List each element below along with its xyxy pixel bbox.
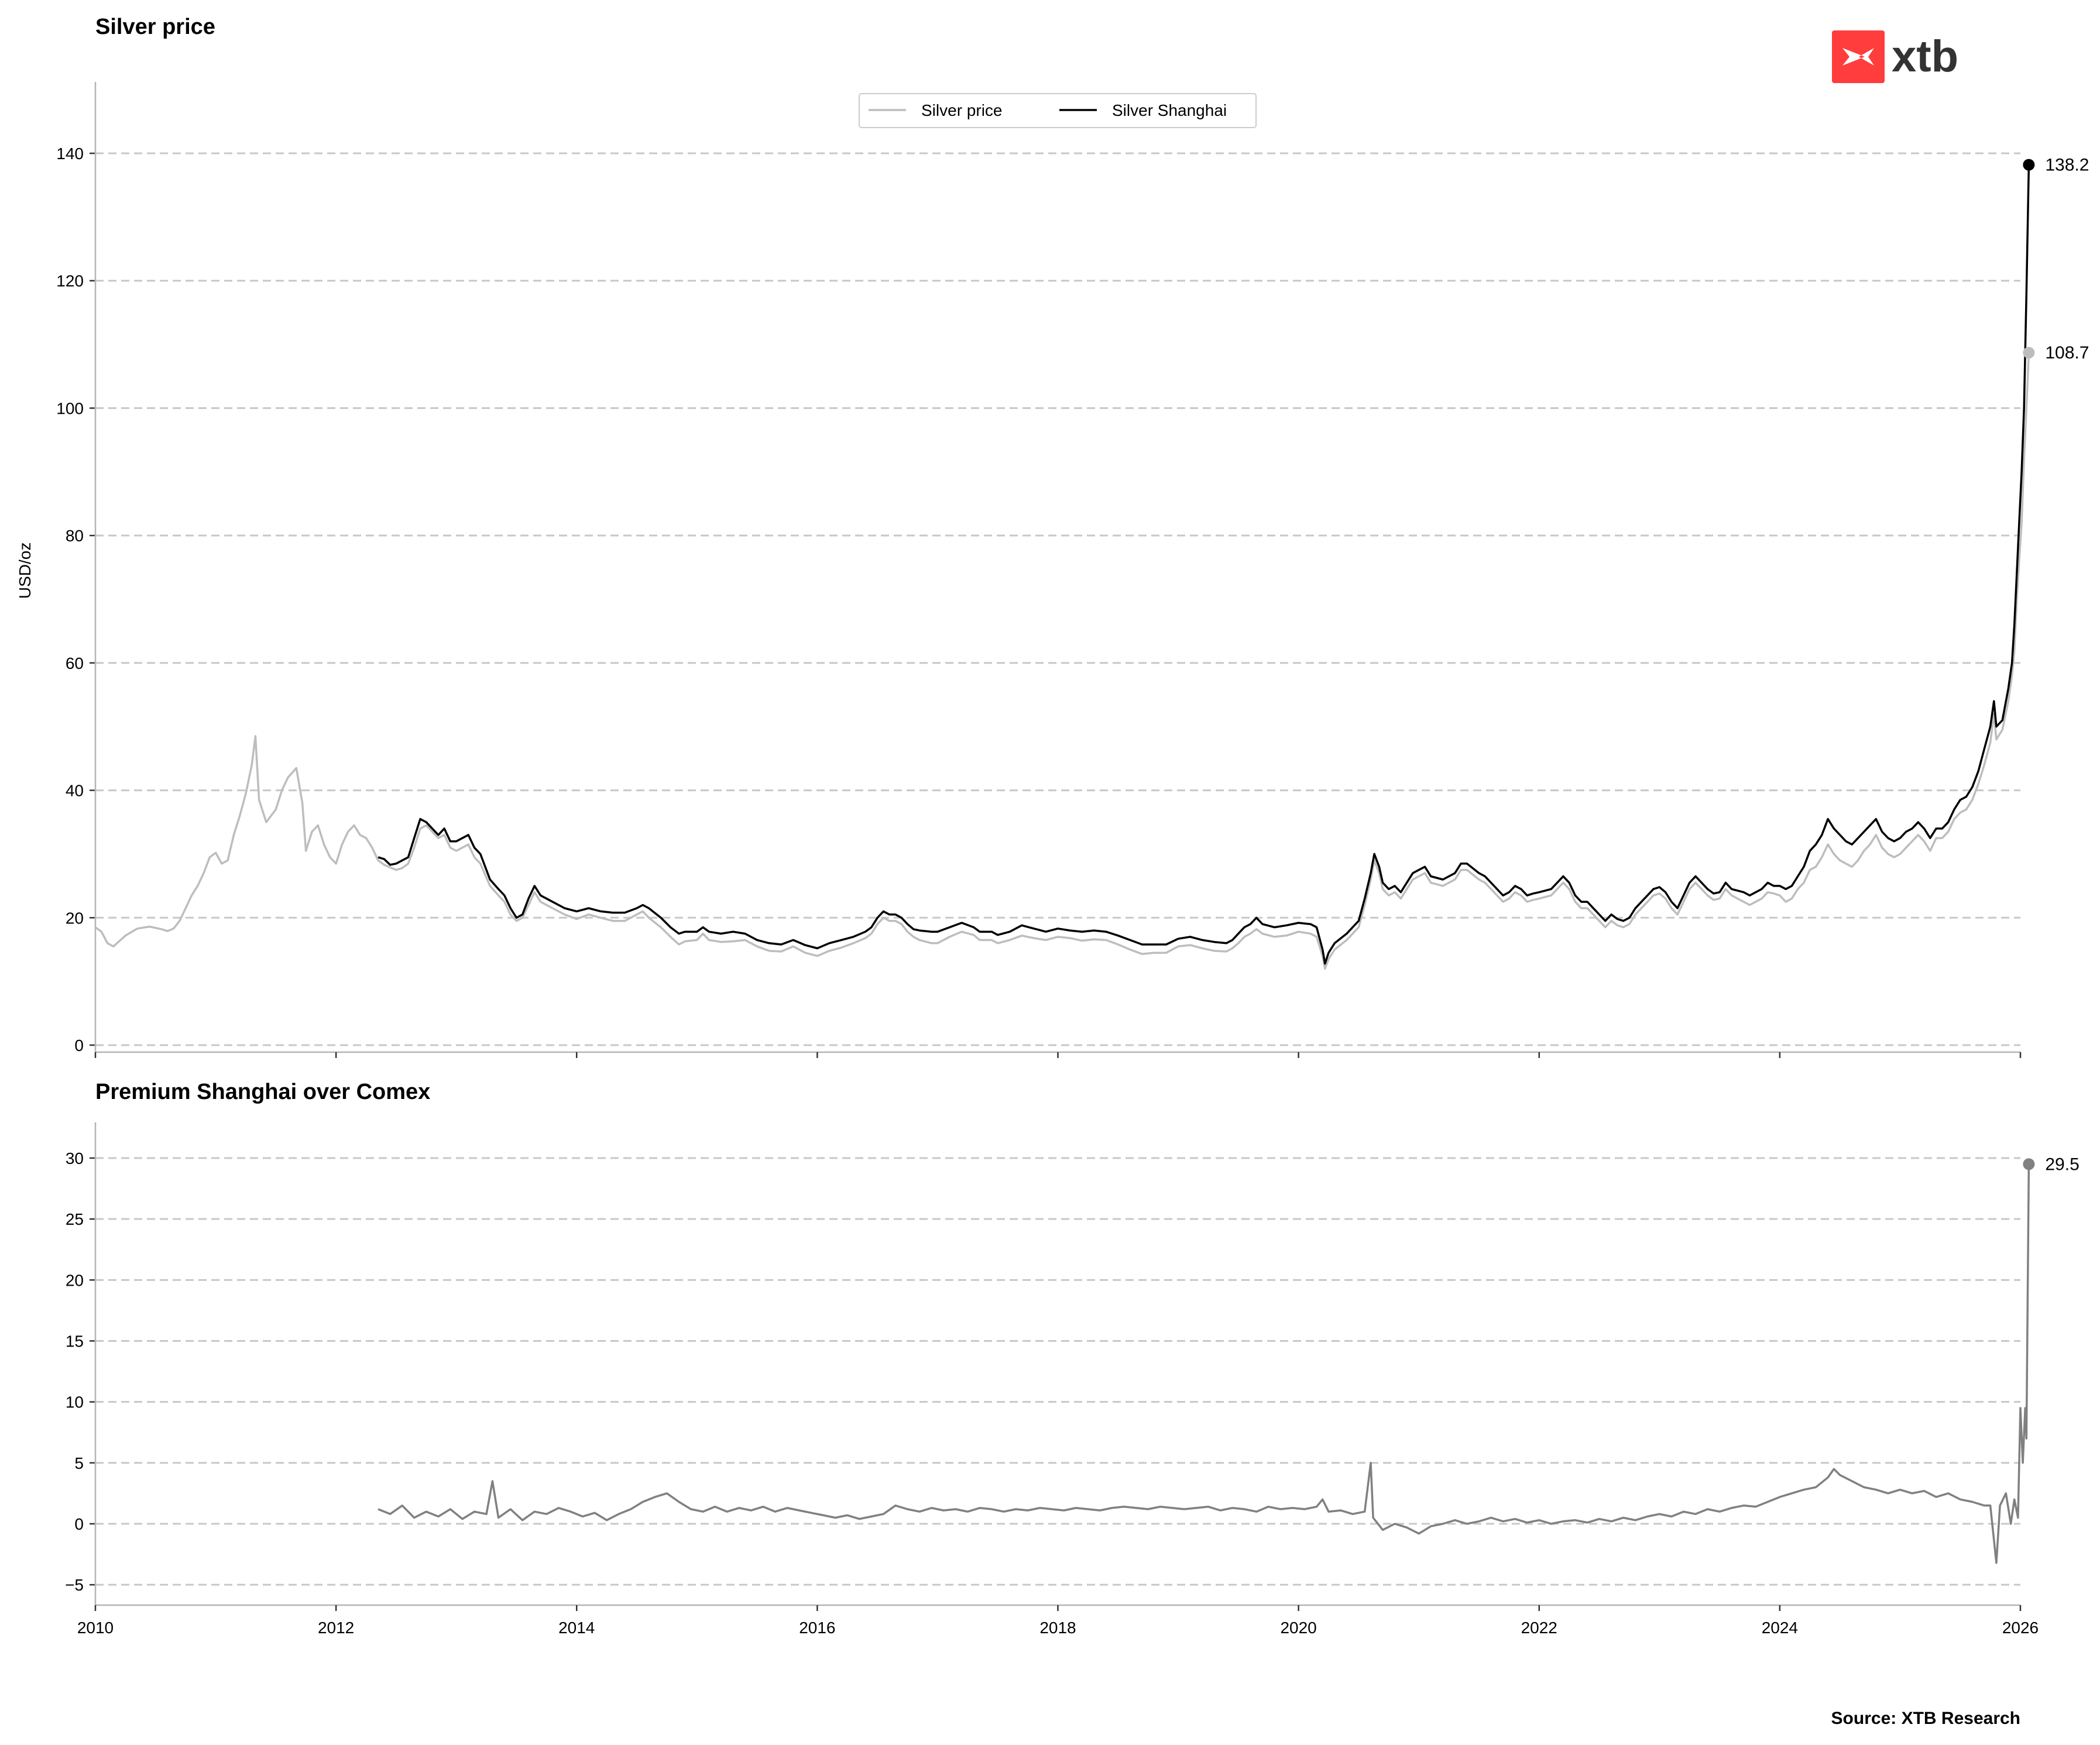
bottom-x-tick-label: 2020	[1280, 1619, 1316, 1637]
bottom-x-ticks: 2010 2012 2014 2016 2018 2020 2022 2024 2026	[77, 1605, 2039, 1637]
silver-price-chart: Silver price 0 20 40 60 80 100 120 140 138.2 108…	[16, 15, 2089, 1058]
legend-box	[859, 93, 1257, 128]
bottom-y-tick-label: 20	[66, 1271, 84, 1289]
legend-label-silver-shanghai: Silver Shanghai	[1112, 101, 1227, 119]
bottom-series: 29.5	[378, 1155, 2080, 1564]
series-line-premium	[378, 1164, 2030, 1564]
xtb-logo: xtb	[1832, 30, 1958, 83]
bottom-grid	[95, 1157, 2020, 1586]
bottom-y-tick-label: 10	[66, 1393, 84, 1411]
bottom-x-tick-label: 2022	[1521, 1619, 1557, 1637]
bottom-y-ticks: −5 0 5 10 15 20 25 30	[65, 1149, 95, 1594]
bottom-y-tick-label: 15	[66, 1332, 84, 1351]
series-line-silver-price	[94, 352, 2030, 970]
xtb-logo-glyph	[1842, 48, 1874, 66]
top-grid	[95, 152, 2020, 1046]
end-marker	[2023, 1158, 2035, 1170]
bottom-x-tick-label: 2026	[2002, 1619, 2039, 1637]
source-label: Source: XTB Research	[1831, 1709, 2020, 1728]
bottom-y-tick-label: 30	[66, 1149, 84, 1167]
series-line-silver-shanghai	[378, 164, 2030, 965]
bottom-y-tick-label: 5	[74, 1454, 84, 1472]
legend: Silver price Silver Shanghai	[859, 93, 1257, 128]
bottom-x-tick-label: 2014	[558, 1619, 595, 1637]
bottom-x-tick-label: 2016	[799, 1619, 835, 1637]
top-y-tick-label: 60	[66, 654, 84, 672]
top-y-tick-label: 80	[66, 527, 84, 545]
top-y-ticks: 0 20 40 60 80 100 120 140	[56, 145, 95, 1054]
end-value-label: 108.7	[2045, 343, 2089, 363]
bottom-y-tick-label: −5	[65, 1576, 84, 1594]
top-y-tick-label: 120	[56, 272, 84, 290]
bottom-x-tick-label: 2018	[1039, 1619, 1076, 1637]
bottom-x-tick-label: 2010	[77, 1619, 114, 1637]
end-value-label: 138.2	[2045, 156, 2089, 175]
bottom-y-tick-label: 0	[74, 1515, 84, 1533]
end-value-label: 29.5	[2045, 1155, 2079, 1174]
bottom-y-tick-label: 25	[66, 1210, 84, 1228]
bottom-x-tick-label: 2024	[1762, 1619, 1798, 1637]
top-series: 138.2 108.7	[94, 156, 2089, 970]
top-y-tick-label: 100	[56, 399, 84, 417]
y-axis-label: USD/oz	[16, 542, 34, 599]
premium-chart: Premium Shanghai over Comex −5 0 5 10 15 20 25…	[65, 1080, 2080, 1637]
top-y-tick-label: 20	[66, 909, 84, 927]
chart-title-silver-price: Silver price	[95, 15, 215, 39]
end-marker	[2023, 346, 2035, 359]
top-y-tick-label: 140	[56, 145, 84, 163]
bottom-x-tick-label: 2012	[318, 1619, 354, 1637]
xtb-logo-text: xtb	[1892, 32, 1958, 81]
top-x-ticks	[94, 1052, 2022, 1058]
legend-label-silver-price: Silver price	[921, 101, 1002, 119]
chart-title-premium: Premium Shanghai over Comex	[95, 1080, 430, 1104]
top-y-tick-label: 40	[66, 782, 84, 800]
end-marker	[2023, 159, 2035, 171]
top-y-tick-label: 0	[74, 1036, 84, 1054]
